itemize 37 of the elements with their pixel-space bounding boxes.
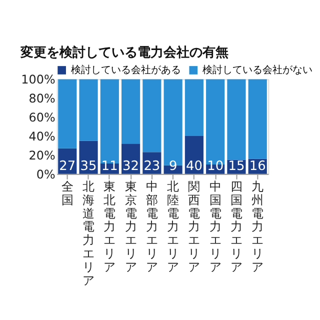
x-tick-label: 九州電力エリア (252, 179, 264, 274)
x-tick-label: 中国電力エリア (209, 179, 222, 274)
legend-label: 検討している会社がない (202, 64, 312, 76)
bar (79, 79, 98, 141)
legend-label: 検討している会社がある (70, 64, 181, 76)
data-label: 40 (186, 158, 202, 174)
data-label: 32 (122, 158, 140, 174)
x-tick-label: 四国電力エリア (230, 179, 242, 274)
x-tick-label: 東北電力エリア (104, 179, 116, 274)
data-label: 11 (101, 158, 118, 174)
y-tick-label: 0% (36, 167, 56, 182)
chart-title: 変更を検討している電力会社の有無 (20, 44, 229, 60)
data-label: 16 (249, 158, 266, 174)
y-tick-label: 100% (21, 72, 56, 87)
y-tick-label: 20% (28, 148, 56, 162)
y-tick-label: 80% (28, 92, 56, 106)
x-tick-label: 北海道電力エリア (82, 179, 95, 288)
bar (184, 79, 204, 136)
bar (142, 79, 162, 152)
bar (58, 79, 77, 148)
data-label: 15 (228, 158, 245, 174)
bar (121, 79, 140, 144)
bar (248, 79, 267, 159)
data-label: 9 (168, 158, 178, 174)
bar (227, 79, 246, 160)
y-tick-label: 40% (28, 130, 56, 144)
x-tick-label: 全国 (61, 179, 74, 207)
x-tick-label: 関西電力エリア (188, 179, 200, 274)
data-label: 35 (80, 158, 97, 174)
x-tick-label: 北陸電力エリア (167, 179, 180, 274)
bar (79, 140, 98, 174)
x-tick-label: 中部電力エリア (146, 179, 158, 274)
y-tick-label: 60% (28, 110, 56, 125)
data-label: 23 (144, 158, 160, 174)
x-tick-label: 東京電力エリア (124, 179, 137, 274)
data-label: 27 (59, 158, 76, 174)
data-label: 10 (207, 158, 224, 174)
